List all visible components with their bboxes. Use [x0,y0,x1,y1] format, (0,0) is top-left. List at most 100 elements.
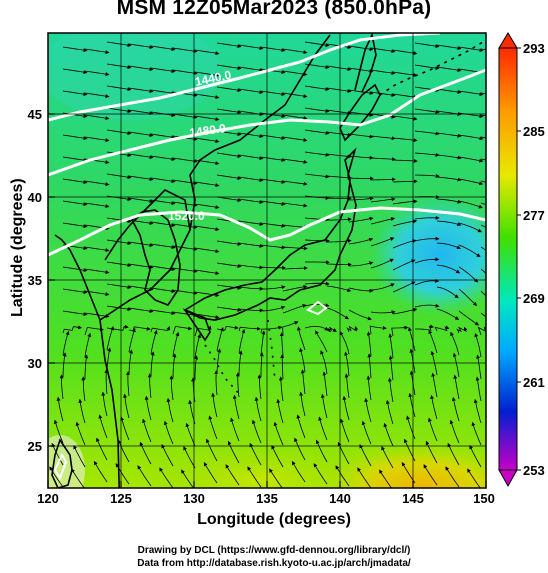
streamline [150,89,176,96]
streamline [150,67,176,74]
streamline [367,353,372,379]
credit-drawing: Drawing by DCL (https://www.gfd-dennou.o… [137,545,411,556]
axis-ticks [47,113,487,488]
streamline [304,41,330,48]
streamline [326,109,352,115]
streamline [238,264,264,270]
streamline [282,180,308,186]
streamline [172,47,198,54]
streamline [407,326,416,352]
streamline [260,244,286,250]
streamline [304,281,330,286]
streamline [475,376,482,402]
streamline [436,198,462,204]
streamline [280,354,285,380]
streamline [260,90,286,97]
streamline [282,158,308,164]
streamline [238,44,264,51]
streamline [62,222,88,229]
streamline [120,416,130,441]
streamline [348,309,372,321]
streamline [117,439,130,463]
streamline [172,223,198,230]
cold-north [48,33,220,120]
streamline [326,285,352,293]
streamline [150,326,171,333]
streamline [392,281,416,293]
streamline [208,415,218,440]
streamline [458,156,484,163]
streamline [78,398,86,424]
streamline [194,333,202,359]
streamline [415,324,435,331]
credit-data: Data from http://database.rish.kyoto-u.a… [137,558,411,569]
streamline [216,42,242,49]
streamline [106,239,132,246]
streamline [84,114,110,121]
taiwan [51,438,73,488]
streamline [342,395,350,421]
streamline [147,373,152,399]
streamline [480,246,486,251]
y-tick-label: 40 [28,190,42,205]
streamline [370,197,396,203]
streamline [392,259,416,271]
streamline [480,180,486,183]
streamline [238,328,246,354]
streamline [480,312,486,318]
grid [48,33,486,488]
streamline [150,221,176,228]
streamline [408,392,416,418]
streamline [370,283,395,291]
streamline [159,467,174,488]
streamline [150,351,155,377]
streamline [436,132,462,138]
streamline [62,134,88,141]
streamline [166,397,174,423]
ryukyu-islands [204,344,241,396]
streamline [370,237,395,247]
streamline [144,395,152,421]
streamline [84,332,92,358]
streamline [260,200,286,206]
streamline [370,157,396,162]
colorbar: 293 285 277 269 261 253 [498,32,545,488]
x-tick-labels: 120 125 130 135 140 145 150 [37,491,495,506]
x-tick-label: 150 [473,491,495,506]
y-tick-label: 45 [28,107,42,122]
streamline [249,442,262,466]
contour-label-1480: 1480.0 [188,121,227,140]
streamline [216,327,224,352]
streamline [84,326,104,336]
streamline [203,462,218,484]
streamline [260,178,286,184]
streamline [183,446,196,469]
streamline [436,264,461,274]
streamline [453,374,460,400]
streamline [392,239,417,249]
sakhalin [354,33,377,93]
streamline [383,422,394,447]
streamline [106,261,132,268]
streamline [414,303,440,308]
streamline [128,65,154,72]
streamline [361,420,372,445]
streamline [458,288,478,307]
streamline [238,176,264,183]
streamline [474,332,482,358]
streamline [194,313,220,320]
streamline [84,136,110,143]
streamline [238,88,264,95]
streamlines [49,41,486,488]
streamline [101,391,108,417]
streamline [56,396,64,422]
streamline [260,156,286,162]
streamline [216,130,242,137]
streamline [344,351,350,377]
streamline [96,437,108,461]
streamline [282,92,308,99]
streamline [106,326,115,351]
streamline [81,376,86,402]
streamline [282,284,308,292]
streamline [369,325,387,335]
